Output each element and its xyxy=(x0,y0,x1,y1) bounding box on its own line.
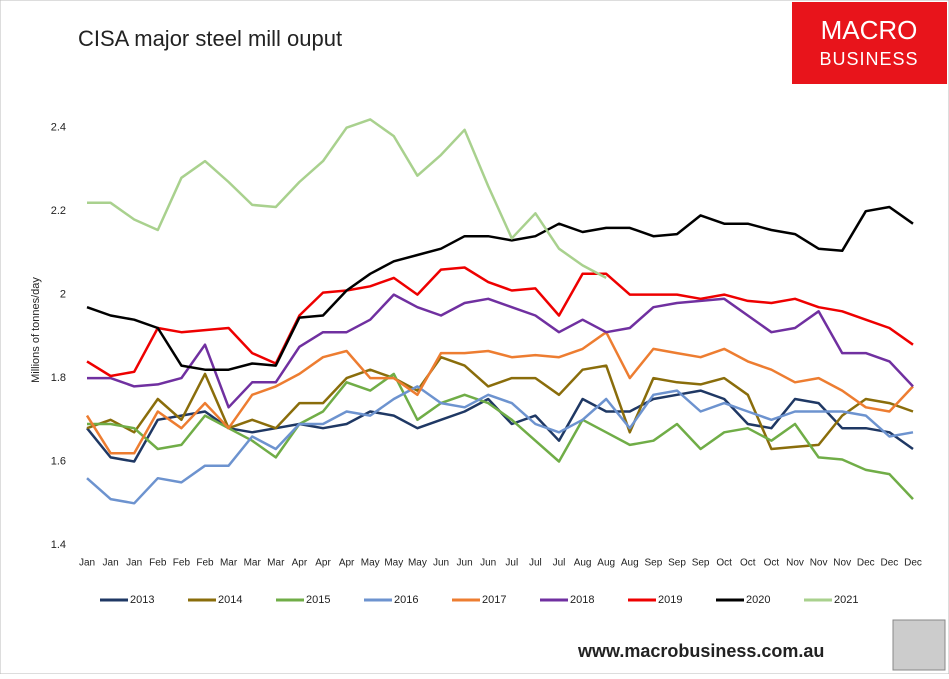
line xyxy=(86,355,914,451)
x-tick-label: Aug xyxy=(574,558,592,569)
line xyxy=(86,266,914,378)
x-tick-label: Jul xyxy=(529,558,542,569)
y-tick-label: 2.2 xyxy=(51,205,66,217)
x-tick-label: Nov xyxy=(833,558,851,569)
y-tick-label: 1.4 xyxy=(51,539,66,551)
line xyxy=(87,293,914,409)
x-tick-label: Dec xyxy=(857,558,875,569)
x-tick-label: Mar xyxy=(220,558,238,569)
line xyxy=(87,372,914,500)
chart-title: CISA major steel mill ouput xyxy=(78,26,342,51)
wolf-icon xyxy=(892,619,946,671)
x-tick-label: May xyxy=(408,558,427,569)
x-tick-label: Aug xyxy=(621,558,639,569)
x-tick-label: Sep xyxy=(692,558,710,569)
legend-label: 2019 xyxy=(658,594,682,606)
y-tick-label: 2.4 xyxy=(51,122,66,134)
x-tick-label: Aug xyxy=(597,558,615,569)
x-tick-label: Apr xyxy=(339,558,355,569)
line xyxy=(86,385,914,505)
legend-label: 2015 xyxy=(306,594,330,606)
x-tick-label: Apr xyxy=(315,558,331,569)
x-tick-label: Apr xyxy=(292,558,308,569)
x-tick-label: Mar xyxy=(267,558,285,569)
y-tick-label: 2 xyxy=(60,289,66,301)
x-tick-label: May xyxy=(384,558,403,569)
logo-box xyxy=(792,2,947,84)
x-tick-label: Oct xyxy=(716,558,732,569)
x-tick-label: Oct xyxy=(740,558,756,569)
x-tick-label: Feb xyxy=(196,558,214,569)
logo-text: BUSINESS xyxy=(819,49,918,69)
x-tick-label: May xyxy=(361,558,380,569)
x-tick-label: Jan xyxy=(103,558,119,569)
x-tick-label: Jan xyxy=(126,558,142,569)
legend-label: 2013 xyxy=(130,594,154,606)
x-tick-label: Jul xyxy=(553,558,566,569)
legend-label: 2018 xyxy=(570,594,594,606)
y-tick-label: 1.6 xyxy=(51,455,66,467)
x-tick-label: Jun xyxy=(480,558,496,569)
x-tick-label: Jul xyxy=(505,558,518,569)
y-tick-label: 1.8 xyxy=(51,372,66,384)
legend-label: 2014 xyxy=(218,594,242,606)
legend-label: 2021 xyxy=(834,594,858,606)
x-tick-label: Dec xyxy=(881,558,899,569)
x-tick-label: Feb xyxy=(149,558,167,569)
x-tick-label: Nov xyxy=(786,558,804,569)
x-tick-label: Oct xyxy=(764,558,780,569)
x-tick-label: Dec xyxy=(904,558,922,569)
x-tick-label: Sep xyxy=(645,558,663,569)
x-tick-label: Sep xyxy=(668,558,686,569)
line xyxy=(86,205,914,371)
x-tick-label: Feb xyxy=(173,558,191,569)
x-tick-label: Jun xyxy=(433,558,449,569)
legend-label: 2017 xyxy=(482,594,506,606)
x-tick-label: Jun xyxy=(457,558,473,569)
legend-label: 2016 xyxy=(394,594,418,606)
logo-text: MACRO xyxy=(821,15,918,45)
x-tick-label: Mar xyxy=(244,558,262,569)
x-tick-label: Nov xyxy=(810,558,828,569)
line xyxy=(85,330,914,455)
x-tick-label: Jan xyxy=(79,558,95,569)
source: www.macrobusiness.com.au xyxy=(577,641,824,661)
line xyxy=(87,118,607,280)
legend-label: 2020 xyxy=(746,594,770,606)
y-axis-label: Millions of tonnes/day xyxy=(30,277,42,383)
